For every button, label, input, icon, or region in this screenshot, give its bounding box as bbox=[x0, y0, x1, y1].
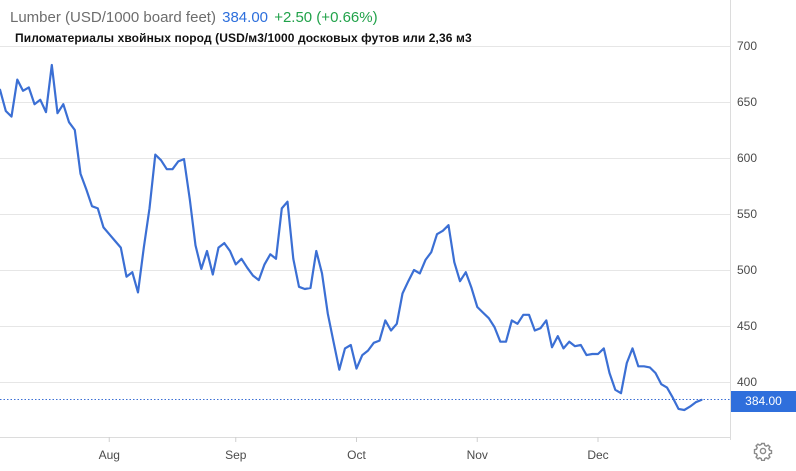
y-tick-label: 550 bbox=[737, 207, 757, 221]
y-tick-label: 700 bbox=[737, 39, 757, 53]
x-tick-label: Aug bbox=[99, 448, 120, 462]
x-tick-label: Sep bbox=[225, 448, 247, 462]
chart-title: Lumber (USD/1000 board feet) bbox=[10, 9, 216, 26]
x-tick-label: Oct bbox=[347, 448, 366, 462]
y-tick-label: 650 bbox=[737, 95, 757, 109]
price-change: +2.50 (+0.66%) bbox=[274, 9, 378, 26]
x-axis-ticks: Aug Sep Oct Nov Dec bbox=[99, 437, 609, 462]
y-tick-label: 600 bbox=[737, 151, 757, 165]
x-tick-label: Dec bbox=[587, 448, 608, 462]
current-price: 384.00 bbox=[222, 9, 269, 26]
y-tick-label: 400 bbox=[737, 375, 757, 389]
grid-lines bbox=[0, 0, 731, 440]
y-axis-ticks: 400 450 500 550 600 650 700 bbox=[737, 39, 757, 389]
series-line bbox=[0, 63, 703, 412]
y-tick-label: 450 bbox=[737, 319, 757, 333]
chart-subtitle: Пиломатериалы хвойных пород (USD/м3/1000… bbox=[15, 31, 472, 45]
y-tick-label: 500 bbox=[737, 263, 757, 277]
gear-icon[interactable] bbox=[753, 441, 773, 462]
last-price-tag: 384.00 bbox=[731, 391, 796, 412]
x-tick-label: Nov bbox=[467, 448, 488, 462]
chart-header: Lumber (USD/1000 board feet) 384.00 +2.5… bbox=[10, 9, 378, 26]
